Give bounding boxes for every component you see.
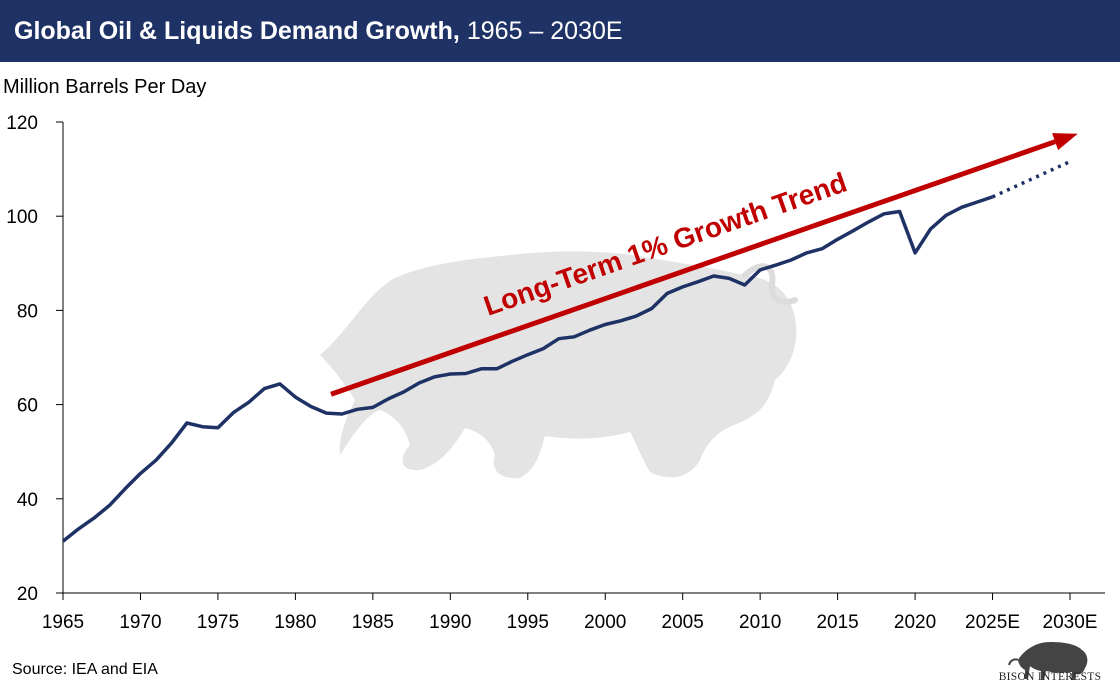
x-tick-label: 2010: [739, 612, 781, 633]
x-tick-label: 1995: [507, 612, 549, 633]
x-tick-label: 1990: [429, 612, 471, 633]
source-note: Source: IEA and EIA: [12, 661, 158, 678]
x-tick-label: 1980: [274, 612, 316, 633]
y-tick-label: 100: [6, 207, 38, 228]
forecast-series-line: [991, 160, 1071, 199]
demand-series-line: [61, 195, 994, 543]
x-tick-label: 1975: [197, 612, 239, 633]
chart-header: Global Oil & Liquids Demand Growth, 1965…: [0, 0, 1120, 62]
y-tick-label: 80: [17, 301, 38, 322]
x-tick-label: 2000: [584, 612, 626, 633]
trend-arrow-shaft: [330, 139, 1056, 397]
x-tick-label: 2020: [894, 612, 936, 633]
y-tick-label: 120: [6, 113, 38, 134]
bison-logo-icon: [1008, 642, 1088, 680]
y-axis-unit-label: Million Barrels Per Day: [3, 76, 207, 98]
x-tick-label: 1965: [42, 612, 84, 633]
y-tick-label: 20: [17, 584, 38, 605]
x-tick-label: 2025E: [965, 612, 1020, 633]
x-tick-label: 2015: [816, 612, 858, 633]
chart-title-range: 1965 – 2030E: [466, 16, 623, 45]
bison-watermark-icon: [320, 251, 798, 479]
y-tick-label: 60: [17, 396, 38, 417]
x-tick-label: 2030E: [1043, 612, 1098, 633]
x-tick-label: 2005: [662, 612, 704, 633]
x-tick-label: 1970: [119, 612, 161, 633]
trend-arrow-head: [1052, 133, 1078, 151]
x-tick-label: 1985: [352, 612, 394, 633]
chart-title: Global Oil & Liquids Demand Growth,: [14, 16, 460, 45]
y-tick-label: 40: [17, 490, 38, 511]
logo-wordmark: BISON INTERESTS: [998, 671, 1102, 683]
